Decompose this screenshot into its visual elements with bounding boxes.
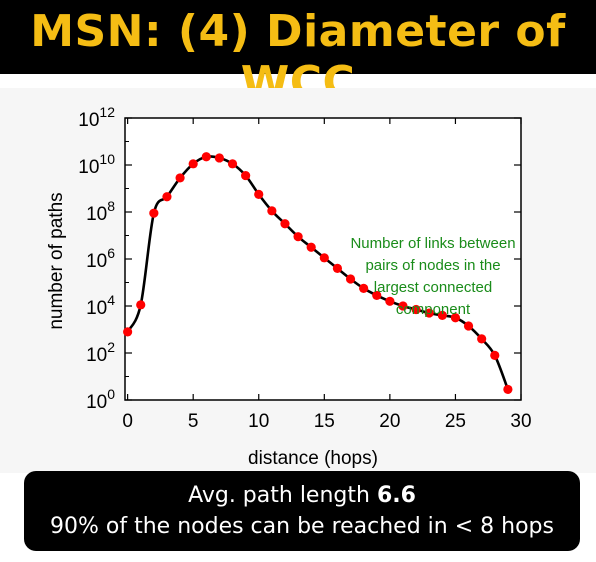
title-bar: MSN: (4) Diameter of WCC bbox=[0, 0, 596, 108]
y-tick-label: 106 bbox=[86, 245, 115, 272]
data-point bbox=[123, 327, 133, 337]
y-tick-label: 1010 bbox=[78, 151, 115, 178]
y-axis-label: number of paths bbox=[46, 192, 67, 329]
y-tick-label: 1012 bbox=[78, 104, 115, 131]
chart-area: 0 5 10 15 20 25 30 100 102 104 106 108 1010 1012 dista… bbox=[0, 88, 596, 473]
reach-statement: 90% of the nodes can be reached in < 8 h… bbox=[50, 514, 554, 539]
data-point bbox=[227, 159, 238, 169]
x-tick-label: 25 bbox=[445, 411, 466, 432]
data-point bbox=[477, 334, 487, 344]
data-point bbox=[385, 296, 395, 306]
y-tick-label: 104 bbox=[86, 292, 115, 319]
data-point bbox=[214, 153, 225, 163]
data-point bbox=[463, 321, 474, 331]
data-point bbox=[372, 290, 382, 301]
data-point bbox=[490, 350, 500, 360]
avg-path-length-label: Avg. path length bbox=[188, 483, 377, 508]
data-point bbox=[241, 170, 251, 181]
data-point bbox=[149, 208, 159, 218]
data-point bbox=[503, 384, 513, 395]
data-point bbox=[345, 274, 356, 284]
x-tick-label: 20 bbox=[379, 411, 400, 432]
data-point bbox=[267, 206, 277, 216]
data-point bbox=[201, 152, 211, 162]
avg-path-length-value: 6.6 bbox=[376, 483, 416, 508]
chart-annotation: Number of links between pairs of nodes i… bbox=[350, 235, 516, 318]
distance-distribution-chart: 0 5 10 15 20 25 30 100 102 104 106 108 1010 1012 dista… bbox=[46, 104, 532, 469]
data-point bbox=[175, 173, 185, 183]
data-point bbox=[136, 300, 146, 310]
x-tick-label: 5 bbox=[188, 411, 199, 432]
data-point bbox=[424, 308, 434, 318]
x-tick-label: 30 bbox=[510, 411, 531, 432]
y-tick-label: 100 bbox=[86, 386, 115, 413]
x-tick-label: 15 bbox=[314, 411, 335, 432]
x-tick-label: 0 bbox=[122, 411, 133, 432]
x-axis-label: distance (hops) bbox=[248, 448, 378, 469]
slide-title: MSN: (4) Diameter of WCC bbox=[30, 6, 566, 108]
data-point bbox=[332, 263, 343, 273]
data-point bbox=[437, 310, 447, 320]
data-point bbox=[188, 159, 198, 169]
x-tick-label: 10 bbox=[248, 411, 269, 432]
data-point bbox=[293, 232, 303, 242]
data-point bbox=[450, 313, 461, 323]
data-point bbox=[162, 192, 172, 202]
data-point bbox=[280, 219, 290, 229]
data-point bbox=[398, 301, 408, 311]
data-point bbox=[254, 189, 264, 199]
data-point bbox=[359, 283, 369, 293]
summary-box: Avg. path length 6.6 90% of the nodes ca… bbox=[24, 471, 580, 551]
y-tick-label: 108 bbox=[86, 198, 115, 225]
data-point bbox=[306, 242, 316, 252]
data-point bbox=[411, 304, 421, 315]
footer bbox=[0, 554, 596, 562]
data-point bbox=[319, 253, 329, 263]
avg-path-length-line: Avg. path length 6.6 bbox=[24, 483, 580, 508]
y-tick-label: 102 bbox=[86, 339, 115, 366]
